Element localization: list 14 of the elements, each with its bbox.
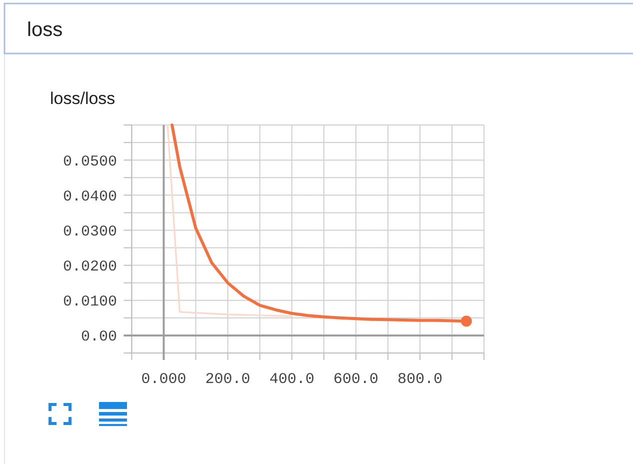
y-tick-label: 0.0200: [62, 258, 117, 276]
y-tick-label: 0.00: [80, 328, 117, 346]
x-tick-label: 800.0: [397, 371, 442, 388]
line-series: [166, 124, 293, 317]
x-tick-label: 600.0: [333, 371, 378, 388]
y-tick-label: 0.0100: [62, 294, 117, 311]
x-tick-label: 0.000: [141, 371, 186, 388]
y-tick-label: 0.0300: [62, 223, 117, 240]
y-tick-label: 0.0500: [62, 153, 117, 170]
x-tick-label: 200.0: [205, 371, 250, 388]
chart-subtitle: loss/loss: [50, 89, 116, 108]
x-tick-label: 400.0: [269, 371, 314, 388]
chart-title: loss: [27, 19, 63, 41]
y-tick-label: 0.0400: [62, 188, 117, 206]
